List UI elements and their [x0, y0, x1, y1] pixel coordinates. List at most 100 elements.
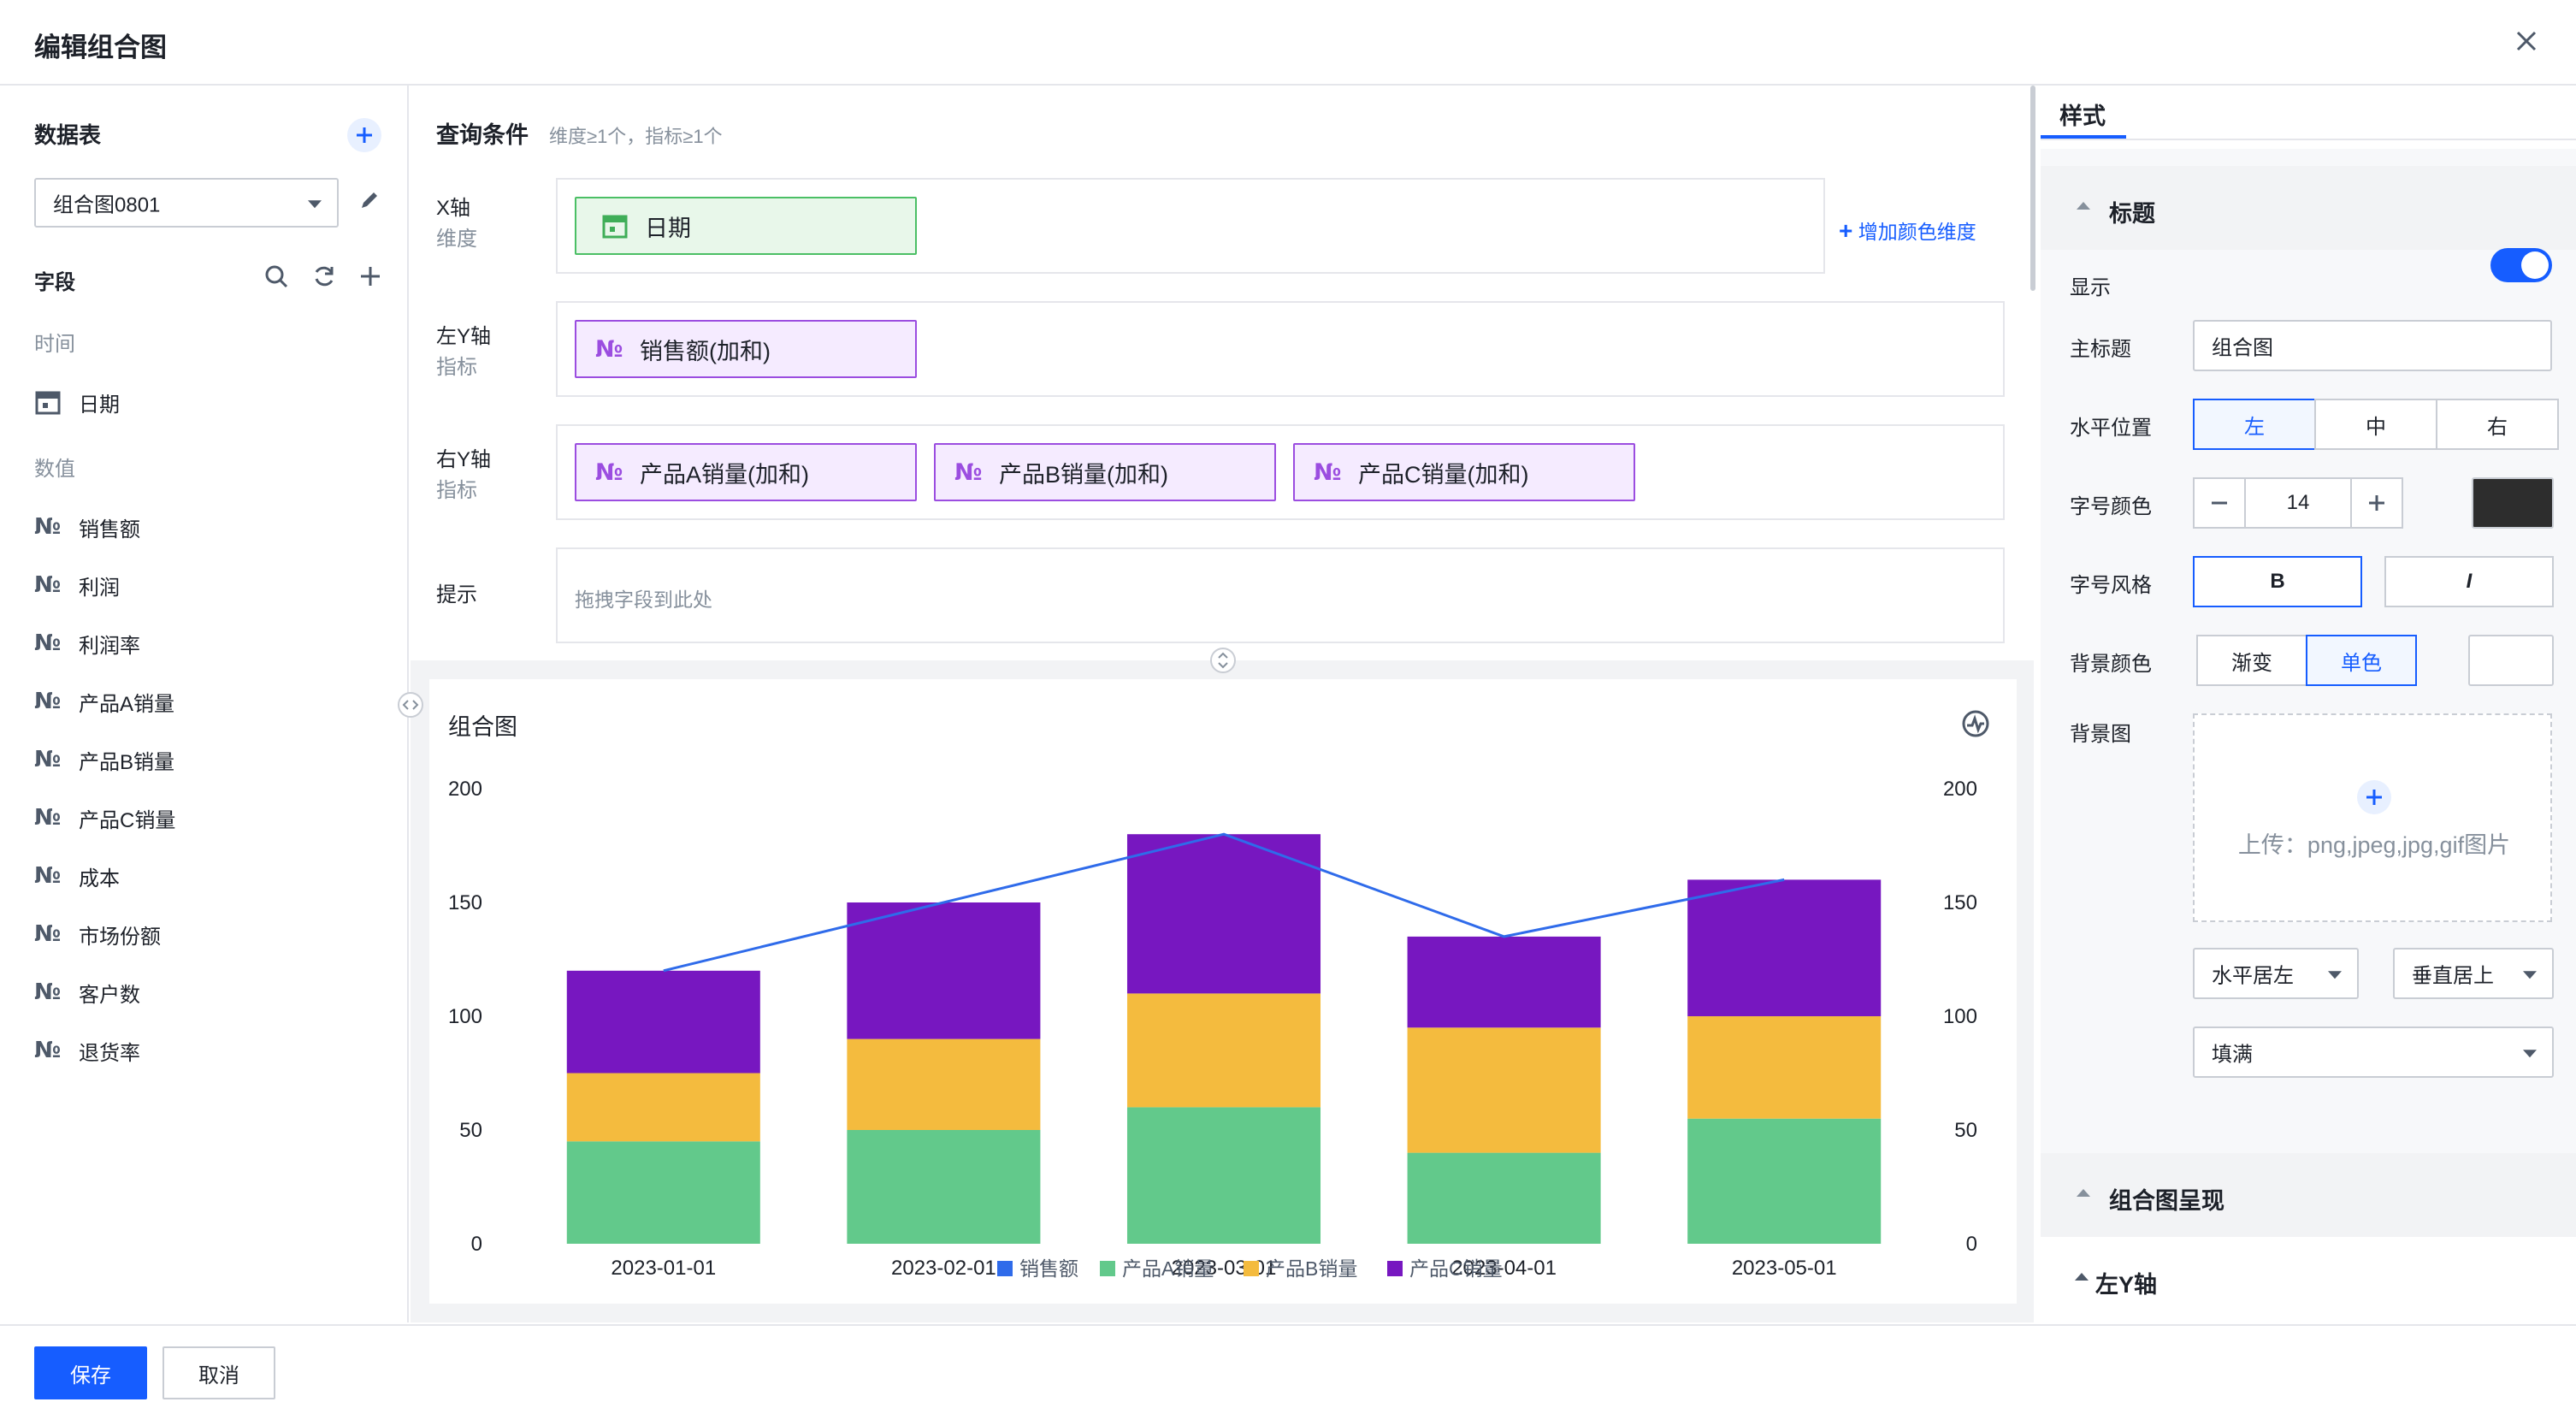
plus-icon: [357, 127, 372, 143]
main-title-input[interactable]: 组合图: [2193, 320, 2552, 371]
x-axis-dropzone[interactable]: 日期: [556, 178, 1825, 274]
v-align-value: 垂直居上: [2412, 964, 2494, 988]
y-tick-label: 150: [448, 891, 482, 914]
edit-icon[interactable]: [357, 188, 381, 212]
legend-label: 销售额: [1019, 1257, 1078, 1280]
datatable-select-value: 组合图0801: [53, 193, 161, 217]
query-conditions: 查询条件 维度≥1个，指标≥1个 X轴 维度 日期 + 增加颜色维度 左Y轴 指…: [411, 86, 2034, 660]
search-icon[interactable]: [263, 263, 289, 289]
left-y-section-label: 左Y轴: [2095, 1272, 2158, 1298]
bar-segment: [847, 902, 1041, 1039]
add-color-label: 增加颜色维度: [1858, 221, 1976, 243]
add-color-dimension[interactable]: + 增加颜色维度: [1839, 216, 1976, 245]
right-y-chip-product-a[interactable]: № 产品A销量(加和): [575, 443, 917, 501]
field-item-product-a[interactable]: № 产品A销量: [34, 684, 376, 719]
x-tick-label: 2023-01-01: [611, 1257, 716, 1280]
hpos-center-button[interactable]: 中: [2314, 399, 2437, 450]
hpos-left-button[interactable]: 左: [2193, 399, 2316, 450]
left-y-subsection[interactable]: 左Y轴: [2041, 1237, 2576, 1322]
tab-indicator: [2041, 135, 2126, 139]
close-icon[interactable]: [2509, 24, 2544, 58]
query-hint: 维度≥1个，指标≥1个: [549, 126, 723, 147]
scrollbar[interactable]: [2030, 86, 2035, 291]
add-datatable-button[interactable]: [347, 118, 381, 152]
show-label: 显示: [2070, 276, 2111, 299]
font-size-decrease[interactable]: [2193, 477, 2246, 529]
field-item-cost[interactable]: № 成本: [34, 859, 376, 893]
show-title-toggle[interactable]: [2490, 248, 2552, 282]
field-item-date[interactable]: 日期: [34, 385, 376, 419]
right-y-chip-product-b[interactable]: № 产品B销量(加和): [934, 443, 1276, 501]
dialog-footer: 保存 取消: [0, 1324, 2576, 1408]
plus-icon: [2369, 495, 2384, 511]
plus-icon: +: [1839, 217, 1853, 244]
x-axis-chip-date[interactable]: 日期: [575, 197, 917, 255]
field-item-profit[interactable]: № 利润: [34, 568, 376, 602]
chart-type-icon[interactable]: [1960, 708, 1991, 739]
v-align-select[interactable]: 垂直居上: [2393, 948, 2554, 999]
tip-placeholder: 拖拽字段到此处: [575, 589, 712, 611]
number-icon: №: [595, 335, 623, 363]
bg-solid-button[interactable]: 单色: [2306, 635, 2417, 686]
field-item-product-c[interactable]: № 产品C销量: [34, 801, 376, 835]
field-item-profit-rate[interactable]: № 利润率: [34, 626, 376, 660]
tab-style[interactable]: 样式: [2059, 104, 2106, 129]
resize-handle-icon[interactable]: [1209, 647, 1237, 674]
italic-button[interactable]: I: [2384, 556, 2554, 607]
cancel-button[interactable]: 取消: [162, 1346, 275, 1399]
section-title-header[interactable]: 标题: [2041, 166, 2576, 250]
chip-label: 日期: [645, 215, 691, 241]
number-icon: №: [954, 458, 983, 486]
number-icon: №: [34, 863, 62, 889]
upload-hint: 上传：png,jpeg,jpg,gif图片: [2237, 832, 2511, 858]
section-combo-label: 组合图呈现: [2109, 1188, 2224, 1214]
right-y-chip-product-c[interactable]: № 产品C销量(加和): [1293, 443, 1635, 501]
add-field-icon[interactable]: [357, 263, 383, 289]
bold-button[interactable]: B: [2193, 556, 2362, 607]
left-y-dropzone[interactable]: № 销售额(加和): [556, 301, 2005, 397]
font-size-input[interactable]: 14: [2244, 477, 2352, 529]
y-tick-label: 100: [448, 1005, 482, 1028]
hpos-right-button[interactable]: 右: [2436, 399, 2559, 450]
y2-tick-label: 100: [1943, 1005, 1977, 1028]
h-align-select[interactable]: 水平居左: [2193, 948, 2359, 999]
font-size-increase[interactable]: [2350, 477, 2403, 529]
right-y-label: 右Y轴 指标: [436, 445, 491, 506]
tip-label: 提示: [436, 583, 477, 606]
bg-color-label: 背景颜色: [2070, 653, 2152, 676]
bg-image-upload[interactable]: 上传：png,jpeg,jpg,gif图片: [2193, 713, 2552, 922]
right-y-dropzone[interactable]: № 产品A销量(加和) № 产品B销量(加和) № 产品C销量(加和): [556, 424, 2005, 520]
section-combo-header[interactable]: 组合图呈现: [2041, 1153, 2576, 1237]
collapse-handle-icon[interactable]: [397, 691, 424, 719]
legend-label: 产品C销量: [1409, 1257, 1503, 1280]
bar-segment: [1687, 1118, 1882, 1244]
field-item-customers[interactable]: № 客户数: [34, 975, 376, 1009]
number-icon: №: [34, 630, 62, 656]
field-item-return-rate[interactable]: № 退货率: [34, 1033, 376, 1068]
fields-title: 字段: [34, 271, 75, 294]
number-icon: №: [34, 805, 62, 831]
fill-value: 填满: [2212, 1043, 2253, 1067]
field-sidebar: 数据表 组合图0801 字段 时间 日期 数值 № 销售额 № 利润 № 利润率 № 产…: [0, 86, 409, 1322]
collapse-icon: [2077, 1189, 2090, 1197]
datatable-select[interactable]: 组合图0801: [34, 178, 339, 228]
toggle-knob: [2521, 251, 2549, 279]
collapse-icon: [2075, 1273, 2089, 1281]
upload-plus-icon: [2357, 780, 2391, 814]
tip-dropzone[interactable]: 拖拽字段到此处: [556, 547, 2005, 643]
x-tick-label: 2023-05-01: [1732, 1257, 1837, 1280]
save-button[interactable]: 保存: [34, 1346, 147, 1399]
field-item-sales[interactable]: № 销售额: [34, 510, 376, 544]
field-item-product-b[interactable]: № 产品B销量: [34, 742, 376, 777]
field-label: 市场份额: [79, 925, 161, 949]
left-y-chip-sales[interactable]: № 销售额(加和): [575, 320, 917, 378]
bg-gradient-button[interactable]: 渐变: [2196, 635, 2307, 686]
minus-icon: [2212, 501, 2227, 505]
refresh-icon[interactable]: [311, 263, 337, 289]
bg-color-swatch[interactable]: [2468, 635, 2554, 686]
fill-select[interactable]: 填满: [2193, 1026, 2554, 1078]
font-color-swatch[interactable]: [2472, 477, 2554, 529]
field-item-market-share[interactable]: № 市场份额: [34, 917, 376, 951]
query-title: 查询条件: [436, 122, 529, 148]
left-y-name: 左Y轴: [436, 325, 492, 348]
